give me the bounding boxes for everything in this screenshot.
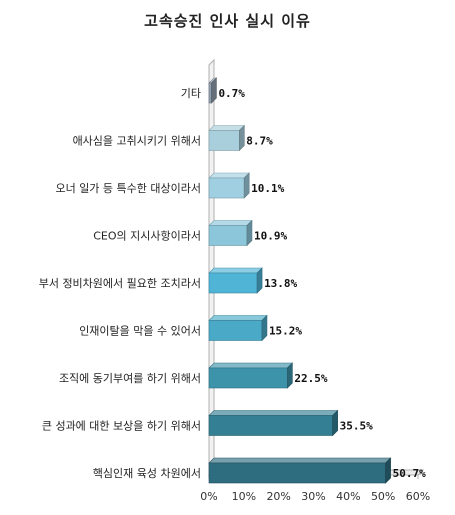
bar <box>208 177 245 199</box>
category-label: 핵심인재 육성 차원에서 <box>93 467 201 480</box>
chart-title: 고속승진 인사 실시 이유 <box>144 12 311 30</box>
bar-top-face <box>208 267 263 274</box>
bar <box>208 415 333 436</box>
data-label: 35.5% <box>340 420 373 433</box>
data-label: 50.7% <box>393 467 426 480</box>
category-label: 조직에 동기부여를 하기 위해서 <box>59 371 201 385</box>
category-label: 오너 일가 등 특수한 대상이라서 <box>55 181 201 195</box>
bar-side-face <box>287 362 293 389</box>
bar <box>208 225 248 246</box>
bar <box>208 367 288 389</box>
x-tick-label: 40% <box>336 490 360 503</box>
bar-side-face <box>261 314 268 342</box>
bar-top-face <box>208 457 392 464</box>
bar-side-face <box>243 172 250 199</box>
x-tick-label: 60% <box>406 490 430 503</box>
data-label: 13.8% <box>264 277 297 290</box>
bar <box>208 82 212 104</box>
x-tick-label: 20% <box>266 490 290 503</box>
bar <box>208 462 386 484</box>
x-tick-label: 50% <box>371 490 395 503</box>
bar <box>208 130 240 151</box>
bar <box>208 272 258 294</box>
bar <box>208 320 263 341</box>
bar-side-face <box>211 77 217 104</box>
bar-side-face <box>239 124 245 152</box>
bar-top-face <box>208 410 339 416</box>
category-label: CEO의 지시사항이라서 <box>93 230 201 243</box>
data-label: 10.1% <box>251 182 284 195</box>
category-label: 애사심을 고취시키기 위해서 <box>73 134 201 148</box>
x-tick-label: 10% <box>232 490 256 503</box>
bar-side-face <box>256 267 263 294</box>
category-label: 큰 성과에 대한 보상을 하기 위해서 <box>42 419 201 433</box>
bar-top-face <box>208 125 246 131</box>
category-label: 부서 정비차원에서 필요한 조치라서 <box>39 277 201 290</box>
x-tick-label: 0% <box>200 490 217 503</box>
bar-side-face <box>332 409 338 437</box>
data-label: 15.2% <box>269 325 302 338</box>
category-label: 인재이탈을 막을 수 있어서 <box>79 325 201 338</box>
data-label: 22.5% <box>294 372 327 385</box>
category-label: 기타 <box>181 87 201 100</box>
bar-side-face <box>246 219 253 247</box>
bar-top-face <box>208 220 253 226</box>
bar-top-face <box>208 362 294 369</box>
bar-side-face <box>385 457 391 484</box>
data-label: 0.7% <box>218 87 245 100</box>
bar-top-face <box>208 172 250 179</box>
data-label: 8.7% <box>246 135 273 148</box>
data-label: 10.9% <box>254 230 287 243</box>
bar-top-face <box>208 315 268 321</box>
x-tick-label: 30% <box>301 490 325 503</box>
